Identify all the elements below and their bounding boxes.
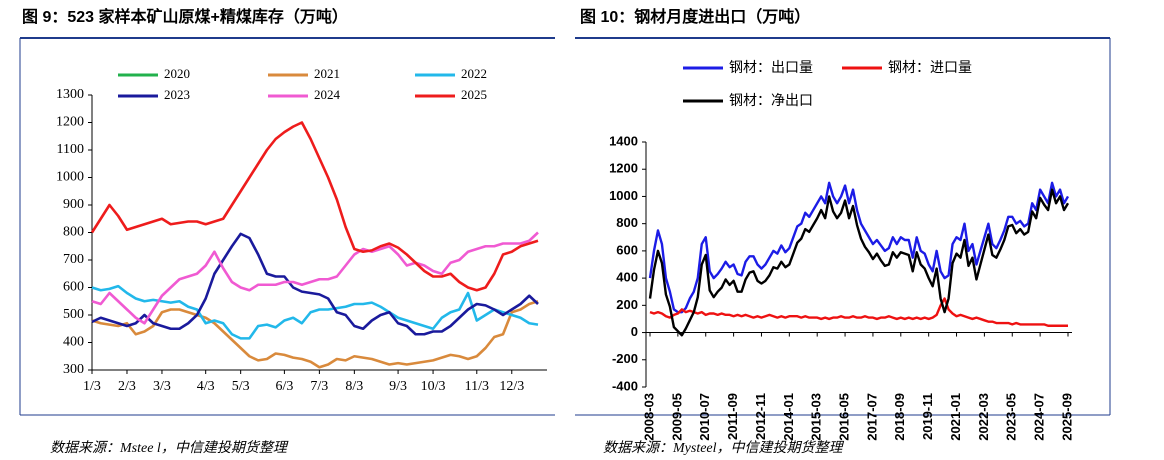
y-tick-label: 600 [616, 242, 638, 257]
series-line [648, 181, 1070, 314]
legend-label: 2023 [164, 87, 190, 102]
legend-label: 钢材：出口量 [729, 60, 813, 76]
source-note: 数据来源：Mstee l，中信建投期货整理 [50, 440, 289, 456]
x-tick-label: 3/3 [153, 379, 171, 394]
x-tick-label: 9/3 [389, 379, 407, 394]
y-tick-label: 1000 [609, 188, 638, 203]
x-tick-label: 2011-09 [725, 393, 740, 440]
y-tick-label: 800 [616, 215, 638, 230]
x-tick-label: 2/3 [118, 379, 136, 394]
y-tick-label: 600 [63, 280, 84, 295]
series-line [91, 232, 539, 336]
y-tick-label: 900 [63, 197, 84, 212]
x-tick-label: 2018-09 [892, 393, 907, 441]
x-tick-label: 5/3 [232, 379, 250, 394]
x-tick-label: 2010-07 [697, 393, 712, 441]
x-tick-label: 1/3 [83, 379, 101, 394]
x-tick-label: 11/3 [465, 379, 489, 394]
x-tick-label: 2012-11 [753, 393, 768, 440]
y-tick-label: 1200 [609, 161, 638, 176]
y-tick-label: 0 [631, 324, 638, 339]
x-tick-label: 2017-07 [864, 393, 879, 441]
source-note: 数据来源：Mysteel，中信建投期货整理 [603, 440, 845, 456]
x-tick-label: 2016-05 [837, 393, 852, 441]
x-tick-label: 2019-11 [920, 393, 935, 440]
series-line [91, 284, 539, 340]
series-line [91, 300, 539, 369]
x-tick-label: 12/3 [499, 379, 524, 394]
y-tick-label: -200 [612, 351, 638, 366]
y-tick-label: 700 [63, 252, 84, 267]
legend-label: 2024 [314, 87, 341, 102]
x-tick-label: 2024-07 [1032, 393, 1047, 441]
x-tick-label: 2025-09 [1059, 393, 1074, 441]
x-tick-label: 10/3 [421, 379, 446, 394]
legend-label: 2020 [164, 66, 190, 81]
chart-title: 图 9：523 家样本矿山原煤+精煤库存（万吨） [22, 7, 348, 26]
legend-label: 2021 [314, 66, 340, 81]
y-tick-label: 200 [616, 297, 638, 312]
x-tick-label: 4/3 [197, 379, 215, 394]
y-tick-label: 300 [63, 362, 84, 377]
legend-label: 钢材：进口量 [888, 60, 972, 76]
x-tick-label: 2015-03 [809, 393, 824, 441]
series-line [90, 121, 539, 292]
legend-label: 2022 [461, 66, 487, 81]
y-tick-label: 1000 [56, 170, 84, 185]
chart-title: 图 10：钢材月度进出口（万吨） [580, 7, 810, 26]
y-tick-label: 400 [63, 335, 84, 350]
series-line [91, 231, 539, 325]
x-tick-label: 2009-05 [669, 393, 684, 441]
y-tick-label: 800 [63, 225, 84, 240]
x-tick-label: 7/3 [310, 379, 328, 394]
x-tick-label: 2008-03 [641, 393, 656, 441]
x-tick-label: 2023-05 [1004, 393, 1019, 441]
y-tick-label: 1400 [609, 133, 638, 148]
series-line [649, 297, 1068, 327]
legend-label: 2025 [461, 87, 487, 102]
y-tick-label: 500 [63, 307, 84, 322]
y-tick-label: 1200 [56, 115, 84, 130]
x-tick-label: 6/3 [275, 379, 293, 394]
x-tick-label: 2021-01 [948, 393, 963, 441]
x-tick-label: 2014-01 [781, 393, 796, 441]
series-line [648, 188, 1070, 337]
y-tick-label: 400 [616, 270, 638, 285]
legend-label: 钢材：净出口 [729, 93, 813, 109]
y-tick-label: -400 [612, 378, 638, 393]
y-tick-label: 1300 [56, 87, 84, 102]
y-tick-label: 1100 [57, 142, 84, 157]
x-tick-label: 2022-03 [976, 393, 991, 441]
x-tick-label: 8/3 [345, 379, 363, 394]
